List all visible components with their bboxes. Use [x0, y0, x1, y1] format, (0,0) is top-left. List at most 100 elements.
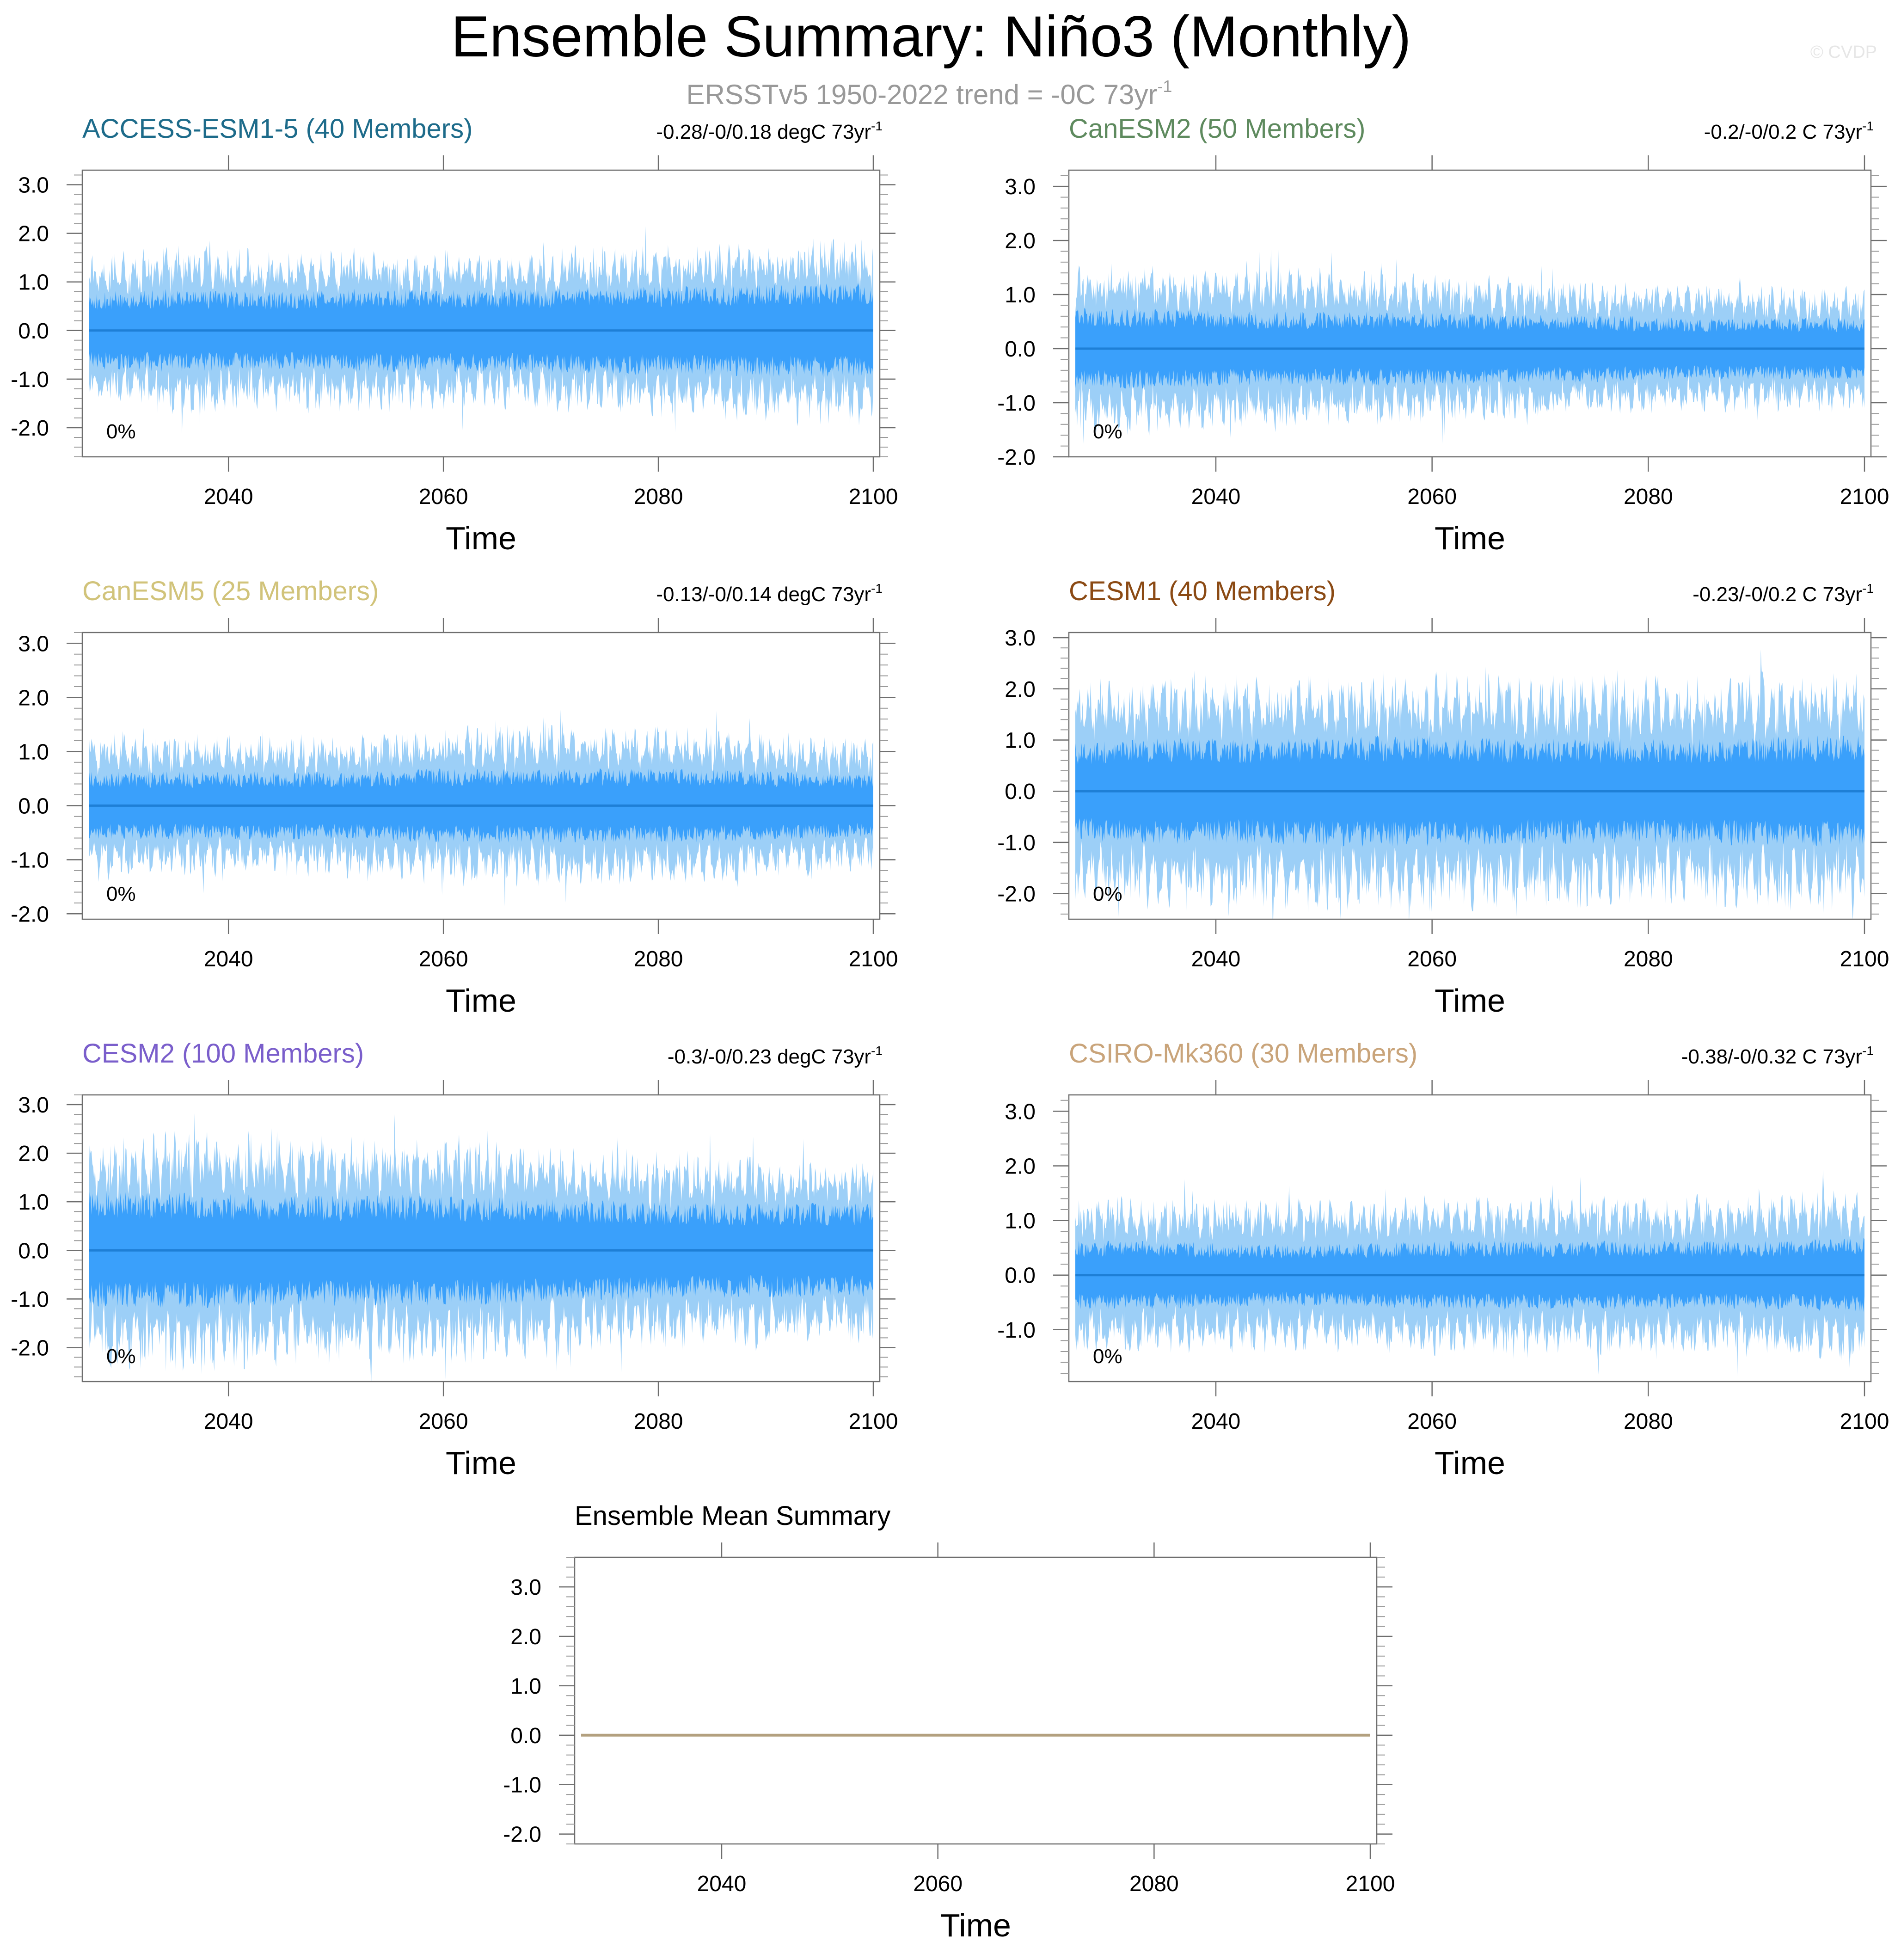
- y-tick-label: 2.0: [18, 686, 49, 710]
- percent-label: 0%: [106, 883, 136, 905]
- x-tick-label: 2040: [697, 1872, 747, 1896]
- x-tick-label: 2040: [1191, 485, 1241, 509]
- plot-data-layer: [1075, 1169, 1864, 1377]
- x-tick-label: 2040: [1191, 1409, 1241, 1434]
- trend-annotation: -0.13/-0/0.14 degC 73yr-1: [656, 581, 883, 606]
- percent-label: 0%: [106, 420, 136, 443]
- x-tick-label: 2100: [1840, 947, 1889, 971]
- x-tick-label: 2060: [1407, 485, 1457, 509]
- figure-title: Ensemble Summary: Niño3 (Monthly): [451, 5, 1411, 69]
- x-tick-label: 2100: [1346, 1872, 1395, 1896]
- y-tick-label: 3.0: [1005, 175, 1036, 199]
- trend-annotation-sup: -1: [1862, 581, 1874, 596]
- plot-data-layer: [1075, 247, 1864, 444]
- x-tick-label: 2100: [849, 485, 898, 509]
- y-tick-label: -1.0: [997, 391, 1036, 416]
- figure-subtitle-text: ERSSTv5 1950-2022 trend = -0C 73yr: [687, 79, 1158, 110]
- percent-label: 0%: [106, 1345, 136, 1368]
- y-tick-label: -2.0: [997, 445, 1036, 470]
- credit-watermark: © CVDP: [1810, 43, 1877, 62]
- panel-title: CSIRO-Mk360 (30 Members): [1069, 1038, 1417, 1069]
- plot-data-layer: [1075, 649, 1864, 919]
- y-tick-label: 0.0: [18, 794, 49, 818]
- x-tick-label: 2060: [419, 1409, 468, 1434]
- trend-annotation-sup: -1: [1862, 1044, 1874, 1058]
- percent-label: 0%: [1093, 1345, 1122, 1368]
- x-axis-title: Time: [940, 1907, 1011, 1943]
- x-axis-title: Time: [1435, 520, 1505, 556]
- y-tick-label: 2.0: [1005, 229, 1036, 253]
- y-tick-label: -1.0: [11, 848, 49, 872]
- panel-title: CanESM5 (25 Members): [82, 576, 379, 606]
- trend-annotation-text: -0.3/-0/0.23 degC 73yr: [668, 1045, 871, 1068]
- chart-panel: -1.0 0.0 1.0 2.0 3.0 2040 2060 2080 2100 Time CSIR…: [997, 1038, 1889, 1481]
- panel-title: CESM1 (40 Members): [1069, 576, 1336, 606]
- chart-panel: -2.0 -1.0 0.0 1.0 2.0 3.0 2040 2060 2080 2100 Time…: [503, 1501, 1395, 1943]
- y-tick-label: 0.0: [1005, 337, 1036, 362]
- y-tick-label: 0.0: [18, 319, 49, 344]
- x-tick-label: 2080: [634, 947, 683, 971]
- x-tick-label: 2060: [1407, 1409, 1457, 1434]
- figure-subtitle-sup: -1: [1157, 77, 1172, 96]
- y-tick-label: 2.0: [18, 222, 49, 246]
- x-tick-label: 2060: [419, 485, 468, 509]
- x-axis-title: Time: [446, 1445, 516, 1481]
- trend-annotation-sup: -1: [871, 1044, 883, 1058]
- percent-label: 0%: [1093, 883, 1122, 905]
- x-tick-label: 2040: [204, 1409, 253, 1434]
- plot-frame: [1068, 632, 1872, 920]
- x-tick-label: 2040: [204, 947, 253, 971]
- trend-annotation-text: -0.38/-0/0.32 C 73yr: [1681, 1045, 1862, 1068]
- figure-subtitle: ERSSTv5 1950-2022 trend = -0C 73yr-1: [687, 77, 1172, 110]
- trend-annotation-text: -0.13/-0/0.14 degC 73yr: [656, 583, 871, 606]
- x-tick-label: 2080: [1624, 485, 1673, 509]
- y-tick-label: 3.0: [18, 173, 49, 198]
- trend-annotation-text: -0.28/-0/0.18 degC 73yr: [656, 121, 871, 143]
- x-axis-title: Time: [446, 520, 516, 556]
- y-tick-label: 1.0: [510, 1674, 541, 1699]
- x-tick-label: 2060: [419, 947, 468, 971]
- y-tick-label: 0.0: [1005, 780, 1036, 804]
- y-tick-label: 2.0: [510, 1625, 541, 1649]
- y-tick-label: 3.0: [510, 1575, 541, 1600]
- y-tick-label: -1.0: [503, 1773, 541, 1798]
- y-tick-label: -1.0: [997, 1318, 1036, 1343]
- x-axis-title: Time: [1435, 1445, 1505, 1481]
- chart-panel: -2.0 -1.0 0.0 1.0 2.0 3.0 2040 2060 2080 2100 Time…: [11, 576, 898, 1019]
- y-tick-label: 0.0: [1005, 1264, 1036, 1288]
- x-tick-label: 2100: [849, 1409, 898, 1434]
- y-tick-label: -2.0: [11, 416, 49, 441]
- x-tick-label: 2080: [634, 1409, 683, 1434]
- y-tick-label: -1.0: [11, 1287, 49, 1312]
- x-axis-title: Time: [1435, 983, 1505, 1019]
- y-tick-label: -2.0: [11, 1336, 49, 1360]
- x-tick-label: 2080: [1624, 1409, 1673, 1434]
- y-tick-label: 2.0: [18, 1142, 49, 1166]
- x-tick-label: 2040: [204, 485, 253, 509]
- plot-data-layer: [89, 226, 873, 434]
- plot-frame: [81, 632, 881, 920]
- y-tick-label: 2.0: [1005, 677, 1036, 702]
- y-tick-label: -2.0: [503, 1823, 541, 1847]
- y-tick-label: 1.0: [1005, 1209, 1036, 1234]
- x-tick-label: 2080: [1129, 1872, 1179, 1896]
- plot-data-layer: [89, 709, 873, 906]
- trend-annotation: -0.3/-0/0.23 degC 73yr-1: [668, 1044, 883, 1068]
- trend-annotation-text: -0.23/-0/0.2 C 73yr: [1693, 583, 1862, 606]
- trend-annotation: -0.38/-0/0.32 C 73yr-1: [1681, 1044, 1874, 1068]
- y-tick-label: 3.0: [1005, 626, 1036, 651]
- y-tick-label: 2.0: [1005, 1155, 1036, 1179]
- panel-title: ACCESS-ESM1-5 (40 Members): [82, 114, 472, 144]
- y-tick-label: 1.0: [18, 740, 49, 764]
- trend-annotation-sup: -1: [871, 581, 883, 596]
- chart-panel: -2.0 -1.0 0.0 1.0 2.0 3.0 2040 2060 2080 2100 Time…: [997, 114, 1889, 556]
- y-tick-label: -2.0: [11, 902, 49, 927]
- plot-frame: [81, 169, 881, 458]
- y-tick-label: 3.0: [18, 632, 49, 656]
- plot-frame: [1068, 1094, 1872, 1382]
- y-tick-label: 3.0: [18, 1093, 49, 1118]
- x-axis-title: Time: [446, 983, 516, 1019]
- x-tick-label: 2100: [1840, 1409, 1889, 1434]
- x-tick-label: 2060: [913, 1872, 963, 1896]
